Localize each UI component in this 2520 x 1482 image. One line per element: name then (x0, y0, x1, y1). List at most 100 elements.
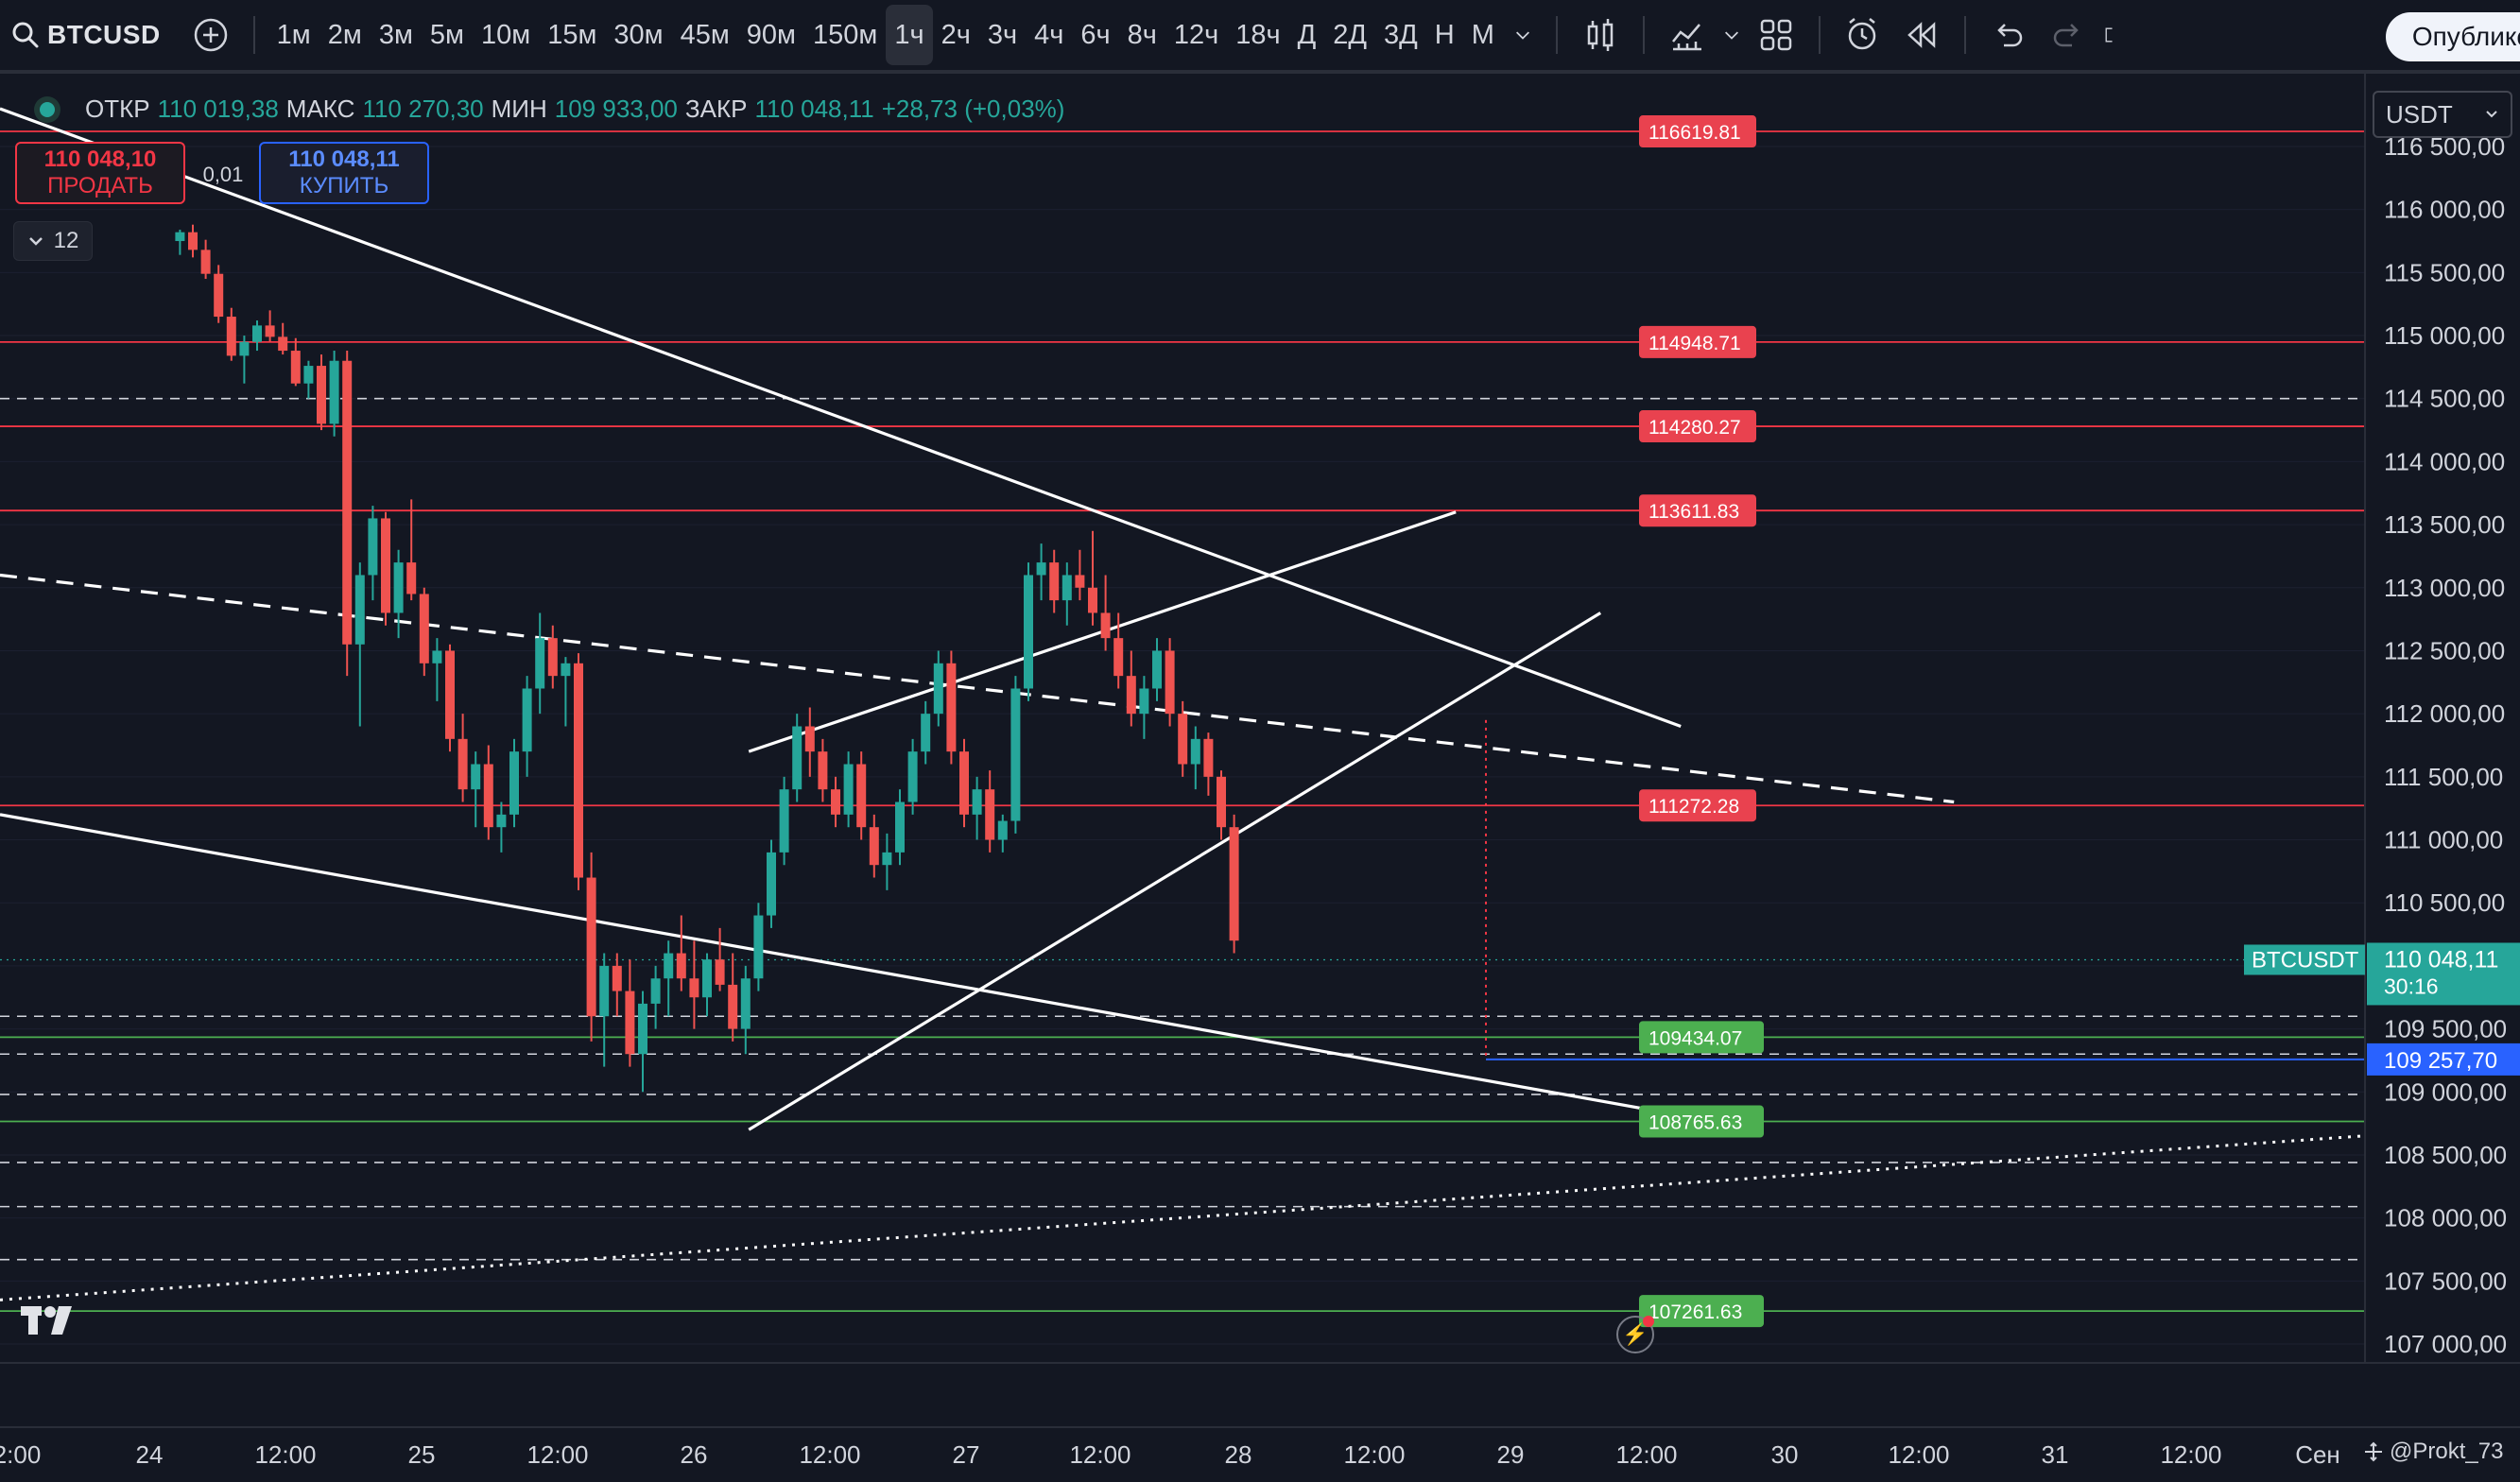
status-dot-icon (40, 101, 55, 117)
timeframe-14[interactable]: 6ч (1080, 19, 1111, 50)
candle-body (265, 325, 275, 337)
timeframe-6[interactable]: 30м (613, 19, 664, 50)
high-value: 110 270,30 (362, 95, 484, 123)
y-tick-label: 112 500,00 (2384, 636, 2505, 664)
alert-button[interactable] (1841, 9, 1885, 61)
y-tick-label: 115 500,00 (2384, 258, 2505, 286)
flash-alert-button[interactable]: ⚡ (1616, 1316, 1654, 1353)
timeframe-7[interactable]: 45м (680, 19, 730, 50)
undo-icon (1997, 24, 2023, 47)
x-tick-label: 12:00 (254, 1440, 316, 1469)
timeframe-3[interactable]: 5м (429, 19, 464, 50)
candle-body (767, 852, 776, 916)
timeframe-12[interactable]: 3ч (987, 19, 1018, 50)
candle-body (869, 827, 879, 866)
replay-button[interactable] (1900, 9, 1943, 61)
price-level-badge (1639, 1105, 1764, 1138)
spread-value: 0,01 (202, 163, 244, 186)
y-tick-label: 108 000,00 (2384, 1204, 2507, 1232)
timeframe-22[interactable]: М (1471, 19, 1494, 50)
toolbar-separator (1818, 16, 1821, 54)
candle-body (535, 638, 545, 689)
timeframe-10[interactable]: 1ч (886, 5, 933, 65)
timeframe-9[interactable]: 150м (813, 19, 878, 50)
close-value: 110 048,11 (754, 95, 874, 123)
collapse-indicators-button[interactable]: 12 (13, 221, 93, 261)
timeframe-16[interactable]: 12ч (1173, 19, 1219, 50)
currency-select[interactable]: USDT (2373, 91, 2512, 138)
indicators-icon (1671, 24, 1701, 51)
undo-button[interactable] (1987, 9, 2030, 61)
candle-body (959, 751, 969, 815)
x-tick-label: 2:00 (0, 1440, 41, 1469)
timeframe-5[interactable]: 15м (547, 19, 597, 50)
timeframe-1[interactable]: 2м (327, 19, 362, 50)
trend-line (0, 1134, 2363, 1301)
timeframe-20[interactable]: 3Д (1384, 19, 1418, 50)
candle-body (625, 991, 635, 1055)
candle-body (1010, 688, 1021, 821)
candle-body (792, 726, 803, 790)
timeframe-19[interactable]: 2Д (1333, 19, 1367, 50)
publish-button[interactable]: Опублико (2385, 12, 2520, 61)
symbol-search[interactable]: BTCUSD (11, 0, 161, 72)
compare-button[interactable] (189, 9, 233, 61)
timeframe-dropdown[interactable] (1509, 9, 1537, 61)
currency-value: USDT (2386, 99, 2453, 129)
x-tick-label: 29 (1497, 1440, 1525, 1469)
grid-icon (1760, 19, 1792, 51)
timeframe-4[interactable]: 10м (480, 19, 531, 50)
rewind-icon (1907, 22, 1936, 48)
candle-body (804, 726, 815, 752)
x-tick-label: 31 (2042, 1440, 2069, 1469)
redo-icon (2053, 24, 2079, 47)
x-tick-label: 24 (136, 1440, 164, 1469)
candle-body (779, 789, 789, 853)
blue-level-value: 109 257,70 (2384, 1048, 2497, 1074)
candle-body (483, 764, 493, 828)
high-label: МАКС (285, 95, 355, 123)
low-label: МИН (491, 95, 547, 123)
layout-button[interactable] (1754, 9, 1798, 61)
chart-type-button[interactable] (1579, 9, 1622, 61)
symbol-badge-label: BTCUSDT (2252, 947, 2359, 973)
candles-icon (1587, 19, 1614, 51)
timeframe-11[interactable]: 2ч (941, 19, 971, 50)
timeframe-17[interactable]: 18ч (1235, 19, 1281, 50)
y-tick-label: 110 500,00 (2384, 888, 2505, 917)
candle-body (1024, 575, 1033, 689)
y-tick-label: 116 000,00 (2384, 196, 2505, 224)
y-tick-label: 112 000,00 (2384, 699, 2505, 728)
tradingview-logo-icon (21, 1302, 79, 1343)
x-tick-label: 12:00 (1069, 1440, 1131, 1469)
timeframe-0[interactable]: 1м (276, 19, 311, 50)
redo-button[interactable] (2045, 9, 2089, 61)
buy-button[interactable]: 110 048,11 КУПИТЬ (259, 142, 429, 204)
price-level-badge (1639, 789, 1756, 822)
plus-circle-icon (194, 18, 227, 52)
toolbar-separator (1642, 16, 1645, 54)
close-label: ЗАКР (684, 95, 748, 123)
candle-body (1075, 575, 1085, 588)
author-credit: @Prokt_73 (2363, 1439, 2503, 1465)
price-level-label: 116619.81 (1648, 122, 1741, 144)
timeframe-2[interactable]: 3м (378, 19, 413, 50)
candle-body (728, 984, 738, 1029)
y-tick-label: 107 500,00 (2384, 1267, 2507, 1295)
sell-button[interactable]: 110 048,10 ПРОДАТЬ (15, 142, 185, 204)
candle-body (445, 650, 455, 739)
timeframe-18[interactable]: Д (1297, 19, 1317, 50)
timeframe-13[interactable]: 4ч (1034, 19, 1064, 50)
timeframe-15[interactable]: 8ч (1127, 19, 1157, 50)
fullscreen-button[interactable] (2102, 9, 2121, 61)
symbol-name[interactable]: BTCUSD (47, 20, 161, 49)
timeframe-21[interactable]: Н (1434, 19, 1455, 50)
x-tick-label: 26 (681, 1440, 708, 1469)
price-level-badge (1639, 115, 1756, 148)
last-price-value: 110 048,11 (2384, 946, 2498, 973)
timeframe-8[interactable]: 90м (746, 19, 796, 50)
x-tick-label: 28 (1225, 1440, 1252, 1469)
indicators-button[interactable] (1666, 9, 1709, 61)
indicators-dropdown[interactable] (1720, 9, 1743, 61)
